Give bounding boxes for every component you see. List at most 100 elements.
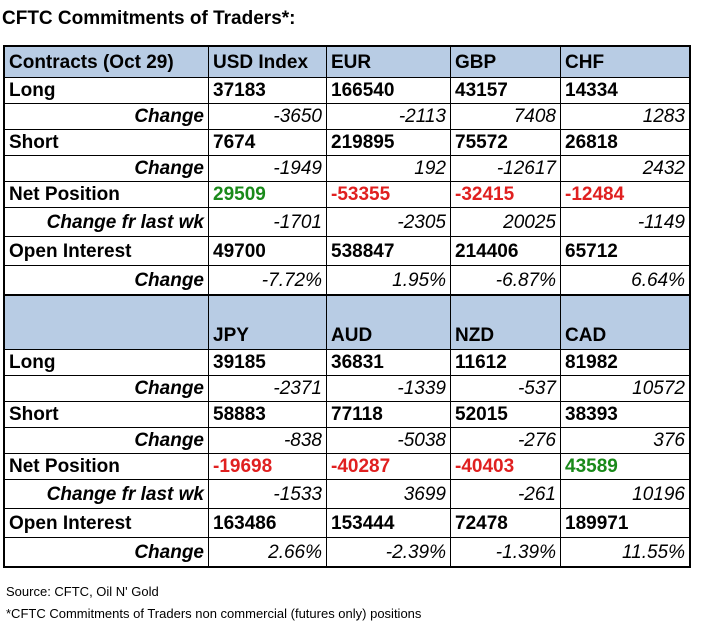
row-label: Short xyxy=(9,404,59,425)
change-cell: -537 xyxy=(450,376,560,401)
change-cell: 10572 xyxy=(560,376,689,401)
table-row: Change 2.66% -2.39% -1.39% 11.55% xyxy=(5,537,689,566)
net-position-cell: -32415 xyxy=(450,182,560,207)
change-cell: 2432 xyxy=(560,156,689,181)
header-cell: CAD xyxy=(560,296,689,349)
value-cell: 38393 xyxy=(560,402,689,427)
change-cell: -1949 xyxy=(208,156,326,181)
change-cell: -838 xyxy=(208,428,326,453)
net-position-cell: 43589 xyxy=(560,454,689,479)
value-cell: 58883 xyxy=(208,402,326,427)
row-label: Change fr last wk xyxy=(46,483,204,505)
row-label: Long xyxy=(9,352,56,373)
row-label: Change xyxy=(134,269,204,291)
change-cell: 7408 xyxy=(450,104,560,129)
header-cell: GBP xyxy=(450,47,560,77)
row-label: Net Position xyxy=(9,184,120,205)
value-cell: 81982 xyxy=(560,350,689,375)
row-label: Change xyxy=(134,106,204,127)
change-cell: -6.87% xyxy=(450,266,560,294)
value-cell: 26818 xyxy=(560,130,689,155)
header-cell: Contracts (Oct 29) xyxy=(9,51,174,73)
row-label: Net Position xyxy=(9,456,120,477)
change-cell: -1.39% xyxy=(450,538,560,566)
change-cell: -2113 xyxy=(326,104,450,129)
change-cell: 10196 xyxy=(560,480,689,508)
value-cell: 153444 xyxy=(326,509,450,537)
value-cell: 219895 xyxy=(326,130,450,155)
net-position-cell: -19698 xyxy=(208,454,326,479)
table-row: Open Interest 163486 153444 72478 189971 xyxy=(5,508,689,537)
change-cell: 3699 xyxy=(326,480,450,508)
table-row: Net Position 29509 -53355 -32415 -12484 xyxy=(5,181,689,207)
value-cell: 65712 xyxy=(560,237,689,265)
change-cell: 192 xyxy=(326,156,450,181)
row-label: Open Interest xyxy=(9,240,132,262)
net-position-cell: -12484 xyxy=(560,182,689,207)
value-cell: 72478 xyxy=(450,509,560,537)
value-cell: 77118 xyxy=(326,402,450,427)
value-cell: 163486 xyxy=(208,509,326,537)
row-label: Change xyxy=(134,378,204,399)
table-row: Change -838 -5038 -276 376 xyxy=(5,427,689,453)
value-cell: 49700 xyxy=(208,237,326,265)
change-cell: 1283 xyxy=(560,104,689,129)
table2-header-row: JPY AUD NZD CAD xyxy=(5,294,689,349)
value-cell: 11612 xyxy=(450,350,560,375)
table-row: Long 39185 36831 11612 81982 xyxy=(5,349,689,375)
value-cell: 43157 xyxy=(450,78,560,103)
row-label: Change xyxy=(134,541,204,563)
header-cell xyxy=(5,296,208,349)
change-cell: 6.64% xyxy=(560,266,689,294)
change-cell: -5038 xyxy=(326,428,450,453)
change-cell: -1149 xyxy=(560,208,689,236)
row-label: Change fr last wk xyxy=(46,211,204,233)
header-cell: USD Index xyxy=(208,47,326,77)
change-cell: -1533 xyxy=(208,480,326,508)
row-label: Long xyxy=(9,80,56,101)
value-cell: 538847 xyxy=(326,237,450,265)
footnote: *CFTC Commitments of Traders non commerc… xyxy=(6,606,422,621)
change-cell: -2371 xyxy=(208,376,326,401)
table-row: Change -7.72% 1.95% -6.87% 6.64% xyxy=(5,265,689,294)
table1-header-row: Contracts (Oct 29) USD Index EUR GBP CHF xyxy=(5,47,689,77)
table-row: Change -1949 192 -12617 2432 xyxy=(5,155,689,181)
net-position-cell: -40403 xyxy=(450,454,560,479)
table-row: Net Position -19698 -40287 -40403 43589 xyxy=(5,453,689,479)
table-row: Short 58883 77118 52015 38393 xyxy=(5,401,689,427)
change-cell: -7.72% xyxy=(208,266,326,294)
value-cell: 36831 xyxy=(326,350,450,375)
net-position-cell: -40287 xyxy=(326,454,450,479)
source-note: Source: CFTC, Oil N' Gold xyxy=(6,584,159,599)
value-cell: 14334 xyxy=(560,78,689,103)
change-cell: 2.66% xyxy=(208,538,326,566)
value-cell: 52015 xyxy=(450,402,560,427)
header-cell: CHF xyxy=(560,47,689,77)
value-cell: 214406 xyxy=(450,237,560,265)
change-cell: 1.95% xyxy=(326,266,450,294)
value-cell: 75572 xyxy=(450,130,560,155)
change-cell: -261 xyxy=(450,480,560,508)
value-cell: 7674 xyxy=(208,130,326,155)
header-cell: AUD xyxy=(326,296,450,349)
value-cell: 37183 xyxy=(208,78,326,103)
table-row: Change -3650 -2113 7408 1283 xyxy=(5,103,689,129)
row-label: Open Interest xyxy=(9,512,132,534)
change-cell: -2.39% xyxy=(326,538,450,566)
change-cell: -12617 xyxy=(450,156,560,181)
table-row: Open Interest 49700 538847 214406 65712 xyxy=(5,236,689,265)
row-label: Short xyxy=(9,132,59,153)
value-cell: 166540 xyxy=(326,78,450,103)
change-cell: -2305 xyxy=(326,208,450,236)
change-cell: 11.55% xyxy=(560,538,689,566)
change-cell: -3650 xyxy=(208,104,326,129)
value-cell: 39185 xyxy=(208,350,326,375)
table-row: Change fr last wk -1533 3699 -261 10196 xyxy=(5,479,689,508)
table-row: Change fr last wk -1701 -2305 20025 -114… xyxy=(5,207,689,236)
change-cell: 20025 xyxy=(450,208,560,236)
net-position-cell: -53355 xyxy=(326,182,450,207)
row-label: Change xyxy=(134,430,204,451)
change-cell: -276 xyxy=(450,428,560,453)
value-cell: 189971 xyxy=(560,509,689,537)
change-cell: 376 xyxy=(560,428,689,453)
